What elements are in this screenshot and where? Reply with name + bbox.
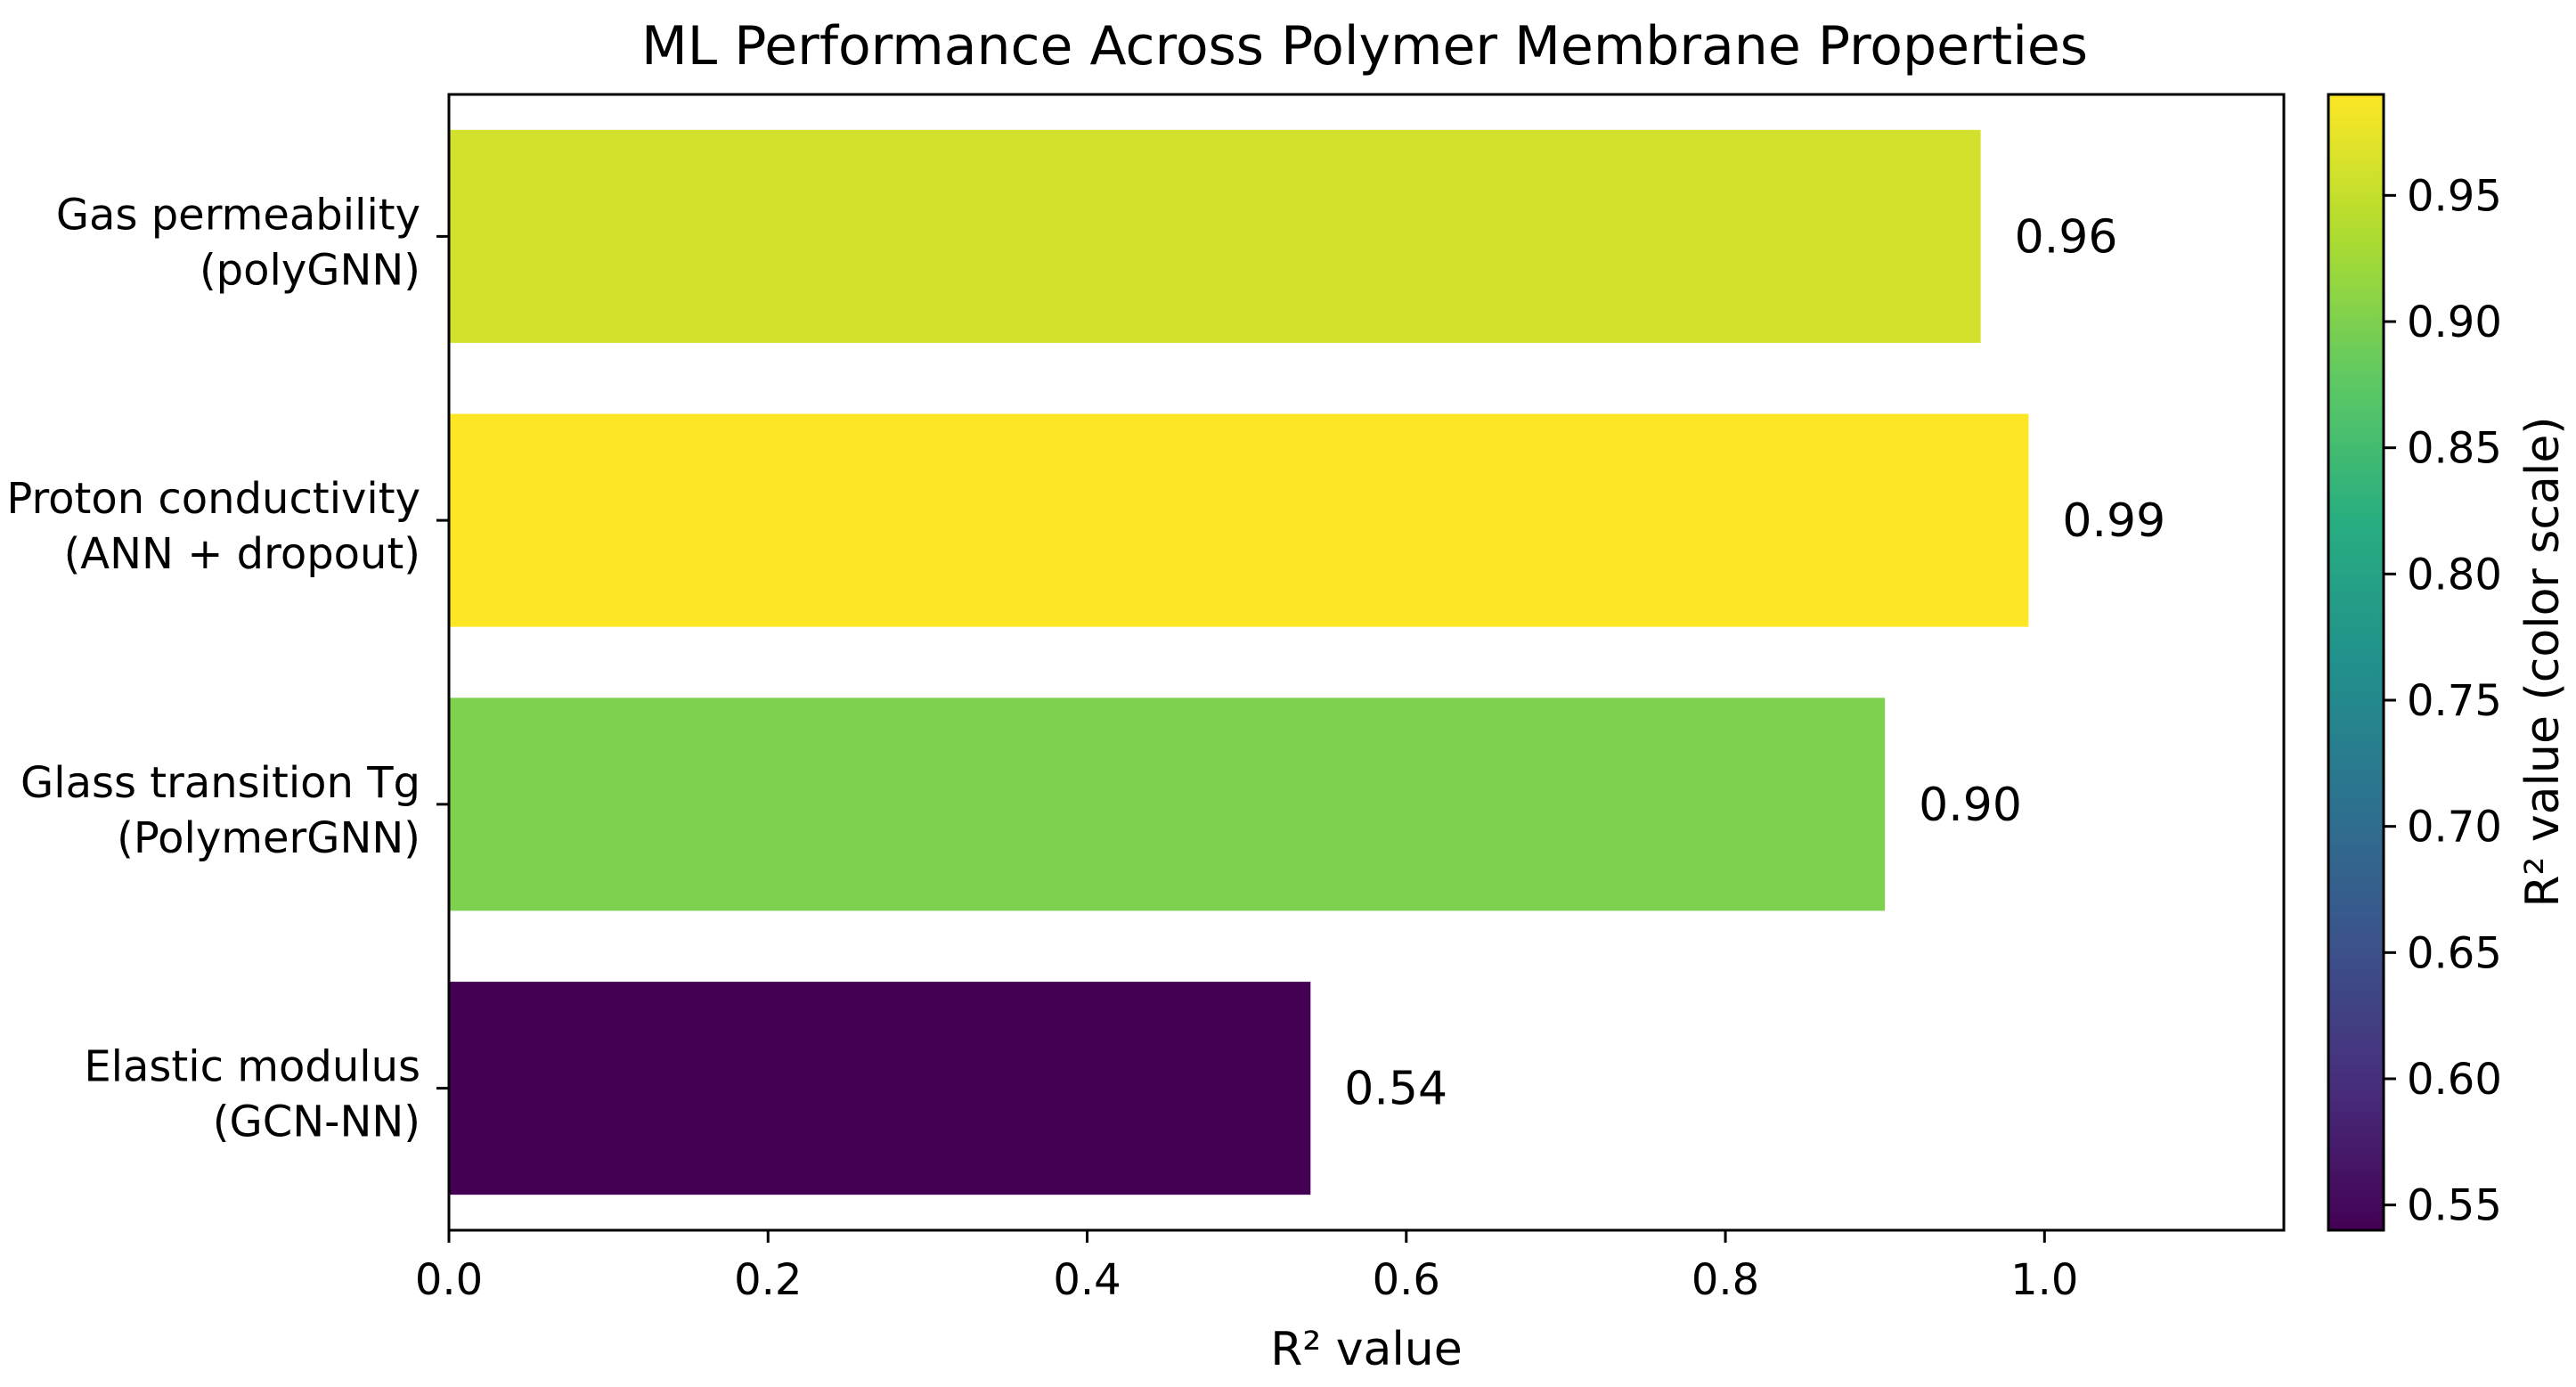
colorbar-tick-label: 0.55 [2407, 1181, 2502, 1231]
category-labels: Gas permeability(polyGNN) Proton conducti… [6, 190, 449, 1147]
colorbar-label: R² value (color scale) [2516, 416, 2570, 907]
bars-layer [449, 129, 2029, 1195]
plot-frame [447, 93, 2286, 1232]
category-label: Glass transition Tg [20, 758, 420, 808]
x-tick-label: 0.6 [1373, 1255, 1440, 1305]
colorbar [2327, 93, 2385, 1232]
bar [449, 982, 1311, 1195]
colorbar-tick-label: 0.90 [2407, 298, 2502, 347]
x-tick-label: 0.2 [734, 1255, 802, 1305]
x-tick-label: 0.0 [415, 1255, 483, 1305]
category-label: Elastic modulus [84, 1042, 420, 1092]
colorbar-tick-label: 0.65 [2407, 928, 2502, 978]
value-label: 0.54 [1344, 1063, 1447, 1116]
category-sublabel: (GCN-NN) [213, 1097, 420, 1147]
chart-title: ML Performance Across Polymer Membrane P… [641, 15, 2088, 78]
x-axis-label: R² value [1270, 1323, 1463, 1376]
value-label: 0.96 [2015, 210, 2118, 264]
colorbar-tick-label: 0.95 [2407, 171, 2502, 221]
value-label: 0.99 [2062, 494, 2165, 548]
bar [449, 698, 1886, 911]
colorbar-tick-label: 0.85 [2407, 424, 2502, 474]
colorbar-ticks: 0.55 0.60 0.65 0.70 0.75 0.80 0.85 0.90 0.95 [2384, 171, 2502, 1231]
colorbar-tick-label: 0.80 [2407, 550, 2502, 600]
bar [449, 413, 2029, 627]
category-sublabel: (polyGNN) [200, 245, 420, 295]
x-tick-label: 0.8 [1692, 1255, 1759, 1305]
category-sublabel: (PolymerGNN) [117, 813, 420, 863]
value-label: 0.90 [1919, 779, 2022, 832]
colorbar-tick-label: 0.70 [2407, 803, 2502, 853]
bar [449, 129, 1981, 343]
x-tick-label: 1.0 [2010, 1255, 2078, 1305]
x-axis-ticks: 0.0 0.2 0.4 0.6 0.8 1.0 [415, 1230, 2078, 1305]
colorbar-tick-label: 0.60 [2407, 1055, 2502, 1105]
category-label: Gas permeability [56, 190, 420, 240]
category-label: Proton conductivity [6, 474, 420, 524]
colorbar-tick-label: 0.75 [2407, 676, 2502, 726]
x-tick-label: 0.4 [1053, 1255, 1121, 1305]
value-labels: 0.96 0.99 0.90 0.54 [1344, 210, 2165, 1115]
category-sublabel: (ANN + dropout) [64, 529, 420, 579]
